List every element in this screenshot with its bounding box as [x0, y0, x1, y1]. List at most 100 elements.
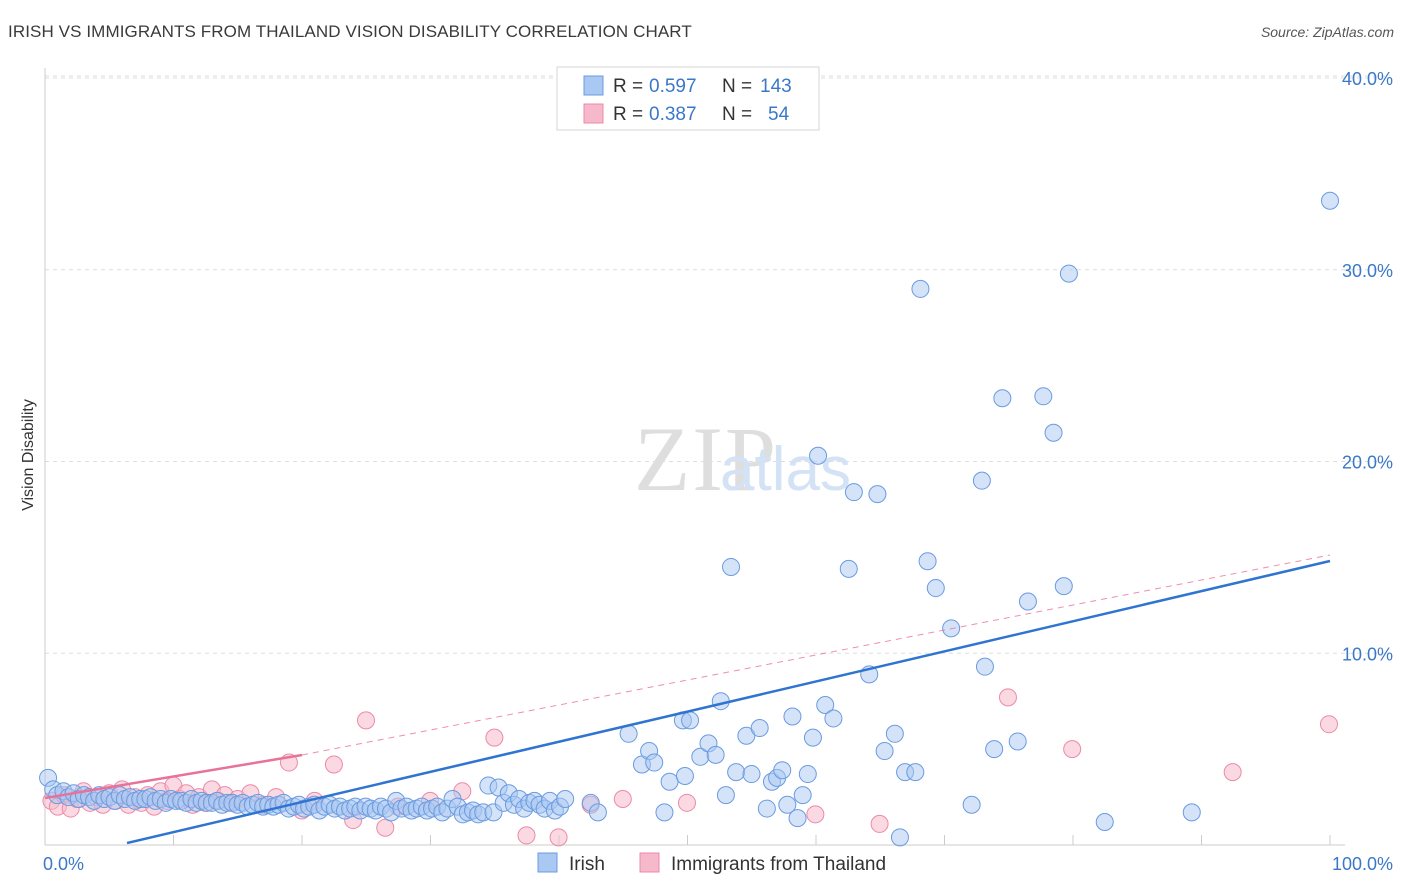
- irish-point-156: [1054, 577, 1073, 596]
- thai-point-49: [806, 805, 825, 824]
- irish-point-138: [875, 742, 894, 761]
- legend-n-value-thai: 54: [768, 104, 790, 125]
- irish-point-137: [868, 485, 887, 504]
- irish-point-107: [645, 753, 664, 772]
- irish-point-154: [1034, 387, 1053, 406]
- thai-point-54: [1223, 763, 1242, 782]
- x-tick-label-1: 100.0%: [1332, 854, 1393, 874]
- thai-point-43: [485, 728, 504, 747]
- irish-point-143: [911, 279, 930, 298]
- source-label: Source: ZipAtlas.com: [1260, 24, 1394, 40]
- watermark-zip: ZIP: [634, 408, 778, 510]
- bottom-legend-label-irish: Irish: [569, 854, 605, 875]
- thai-trend-line: [44, 753, 303, 800]
- thai-point-48: [677, 793, 696, 812]
- irish-point-108: [655, 803, 674, 822]
- thai-point-45: [549, 828, 568, 847]
- irish-point-149: [975, 657, 994, 676]
- irish-point-117: [722, 557, 741, 576]
- irish-point-114: [706, 745, 725, 764]
- irish-point-111: [675, 766, 694, 785]
- legend-r-label-thai: R =: [613, 104, 643, 125]
- y-tick-label-2: 30.0%: [1342, 261, 1393, 281]
- irish-point-142: [906, 763, 925, 782]
- irish-point-160: [1321, 191, 1339, 210]
- watermark: ZIP atlas: [634, 408, 851, 510]
- x-tick-label-0: 0.0%: [43, 854, 84, 874]
- irish-trend-line: [126, 559, 1331, 845]
- irish-point-109: [660, 772, 679, 791]
- y-tick-label-3: 40.0%: [1342, 69, 1393, 89]
- legend-n-label-irish: N =: [722, 76, 752, 97]
- irish-point-134: [839, 559, 858, 578]
- irish-point-131: [809, 446, 828, 465]
- y-tick-label-1: 20.0%: [1342, 453, 1393, 473]
- thai-point-52: [1063, 740, 1082, 759]
- trend-lines: [44, 554, 1331, 845]
- irish-point-103: [588, 803, 607, 822]
- bottom-legend: Irish Immigrants from Thailand: [537, 852, 886, 875]
- irish-point-157: [1059, 264, 1078, 283]
- legend-r-value-thai: 0.387: [649, 104, 697, 125]
- thai-point-38: [356, 711, 375, 730]
- legend-r-label-irish: R =: [613, 76, 643, 97]
- irish-point-127: [788, 809, 807, 828]
- irish-point-153: [1018, 592, 1037, 611]
- legend-swatch-irish: [583, 75, 604, 96]
- irish-point-128: [793, 786, 812, 805]
- axes: [44, 68, 1345, 846]
- bottom-legend-swatch-thai: [639, 852, 660, 873]
- irish-point-125: [778, 795, 797, 814]
- legend-r-value-irish: 0.597: [649, 76, 697, 97]
- irish-point-145: [926, 579, 945, 598]
- thai-point-53: [1319, 715, 1338, 734]
- y-axis-label: Vision Disability: [20, 399, 37, 511]
- irish-point-148: [972, 471, 991, 490]
- irish-point-120: [742, 765, 761, 784]
- irish-point-155: [1044, 423, 1063, 442]
- irish-point-124: [773, 761, 792, 780]
- irish-point-161: [681, 711, 700, 730]
- irish-point-135: [844, 483, 863, 502]
- bottom-legend-label-thai: Immigrants from Thailand: [671, 854, 886, 875]
- irish-point-140: [890, 828, 909, 847]
- y-tick-label-0: 10.0%: [1342, 644, 1393, 664]
- irish-point-144: [918, 552, 937, 571]
- watermark-atlas: atlas: [720, 435, 851, 504]
- legend-swatch-thai: [583, 103, 604, 124]
- irish-point-152: [1008, 732, 1027, 751]
- irish-point-119: [737, 726, 756, 745]
- y-tick-labels: 10.0% 20.0% 30.0% 40.0%: [1342, 69, 1393, 664]
- irish-point-159: [1182, 803, 1201, 822]
- thai-point-50: [870, 814, 889, 833]
- irish-point-132: [816, 696, 835, 715]
- thai-point-51: [998, 688, 1017, 707]
- bottom-legend-swatch-irish: [537, 852, 558, 873]
- legend-n-label-thai: N =: [722, 104, 752, 125]
- legend-n-value-irish: 143: [760, 76, 792, 97]
- irish-point-150: [985, 740, 1004, 759]
- irish-point-158: [1095, 812, 1114, 831]
- x-tick-labels: 0.0% 100.0%: [43, 854, 1393, 874]
- irish-point-126: [783, 707, 802, 726]
- irish-point-147: [962, 795, 981, 814]
- irish-point-101: [556, 789, 575, 808]
- irish-point-121: [750, 719, 769, 738]
- irish-point-118: [727, 763, 746, 782]
- irish-point-139: [885, 724, 904, 743]
- irish-point-116: [716, 786, 735, 805]
- thai-point-47: [613, 789, 632, 808]
- irish-point-133: [824, 709, 843, 728]
- thai-trend-line-extended: [301, 554, 1331, 756]
- irish-point-162: [757, 799, 776, 818]
- irish-point-129: [798, 765, 817, 784]
- top-legend: R = 0.597 N = 143 R = 0.387 N = 54: [556, 66, 820, 131]
- grid-lines: [45, 75, 1390, 654]
- irish-point-151: [993, 389, 1012, 408]
- thai-point-36: [324, 755, 343, 774]
- thai-point-39: [376, 818, 395, 837]
- irish-point-130: [803, 728, 822, 747]
- chart-title: IRISH VS IMMIGRANTS FROM THAILAND VISION…: [8, 22, 692, 41]
- thai-point-44: [517, 826, 536, 845]
